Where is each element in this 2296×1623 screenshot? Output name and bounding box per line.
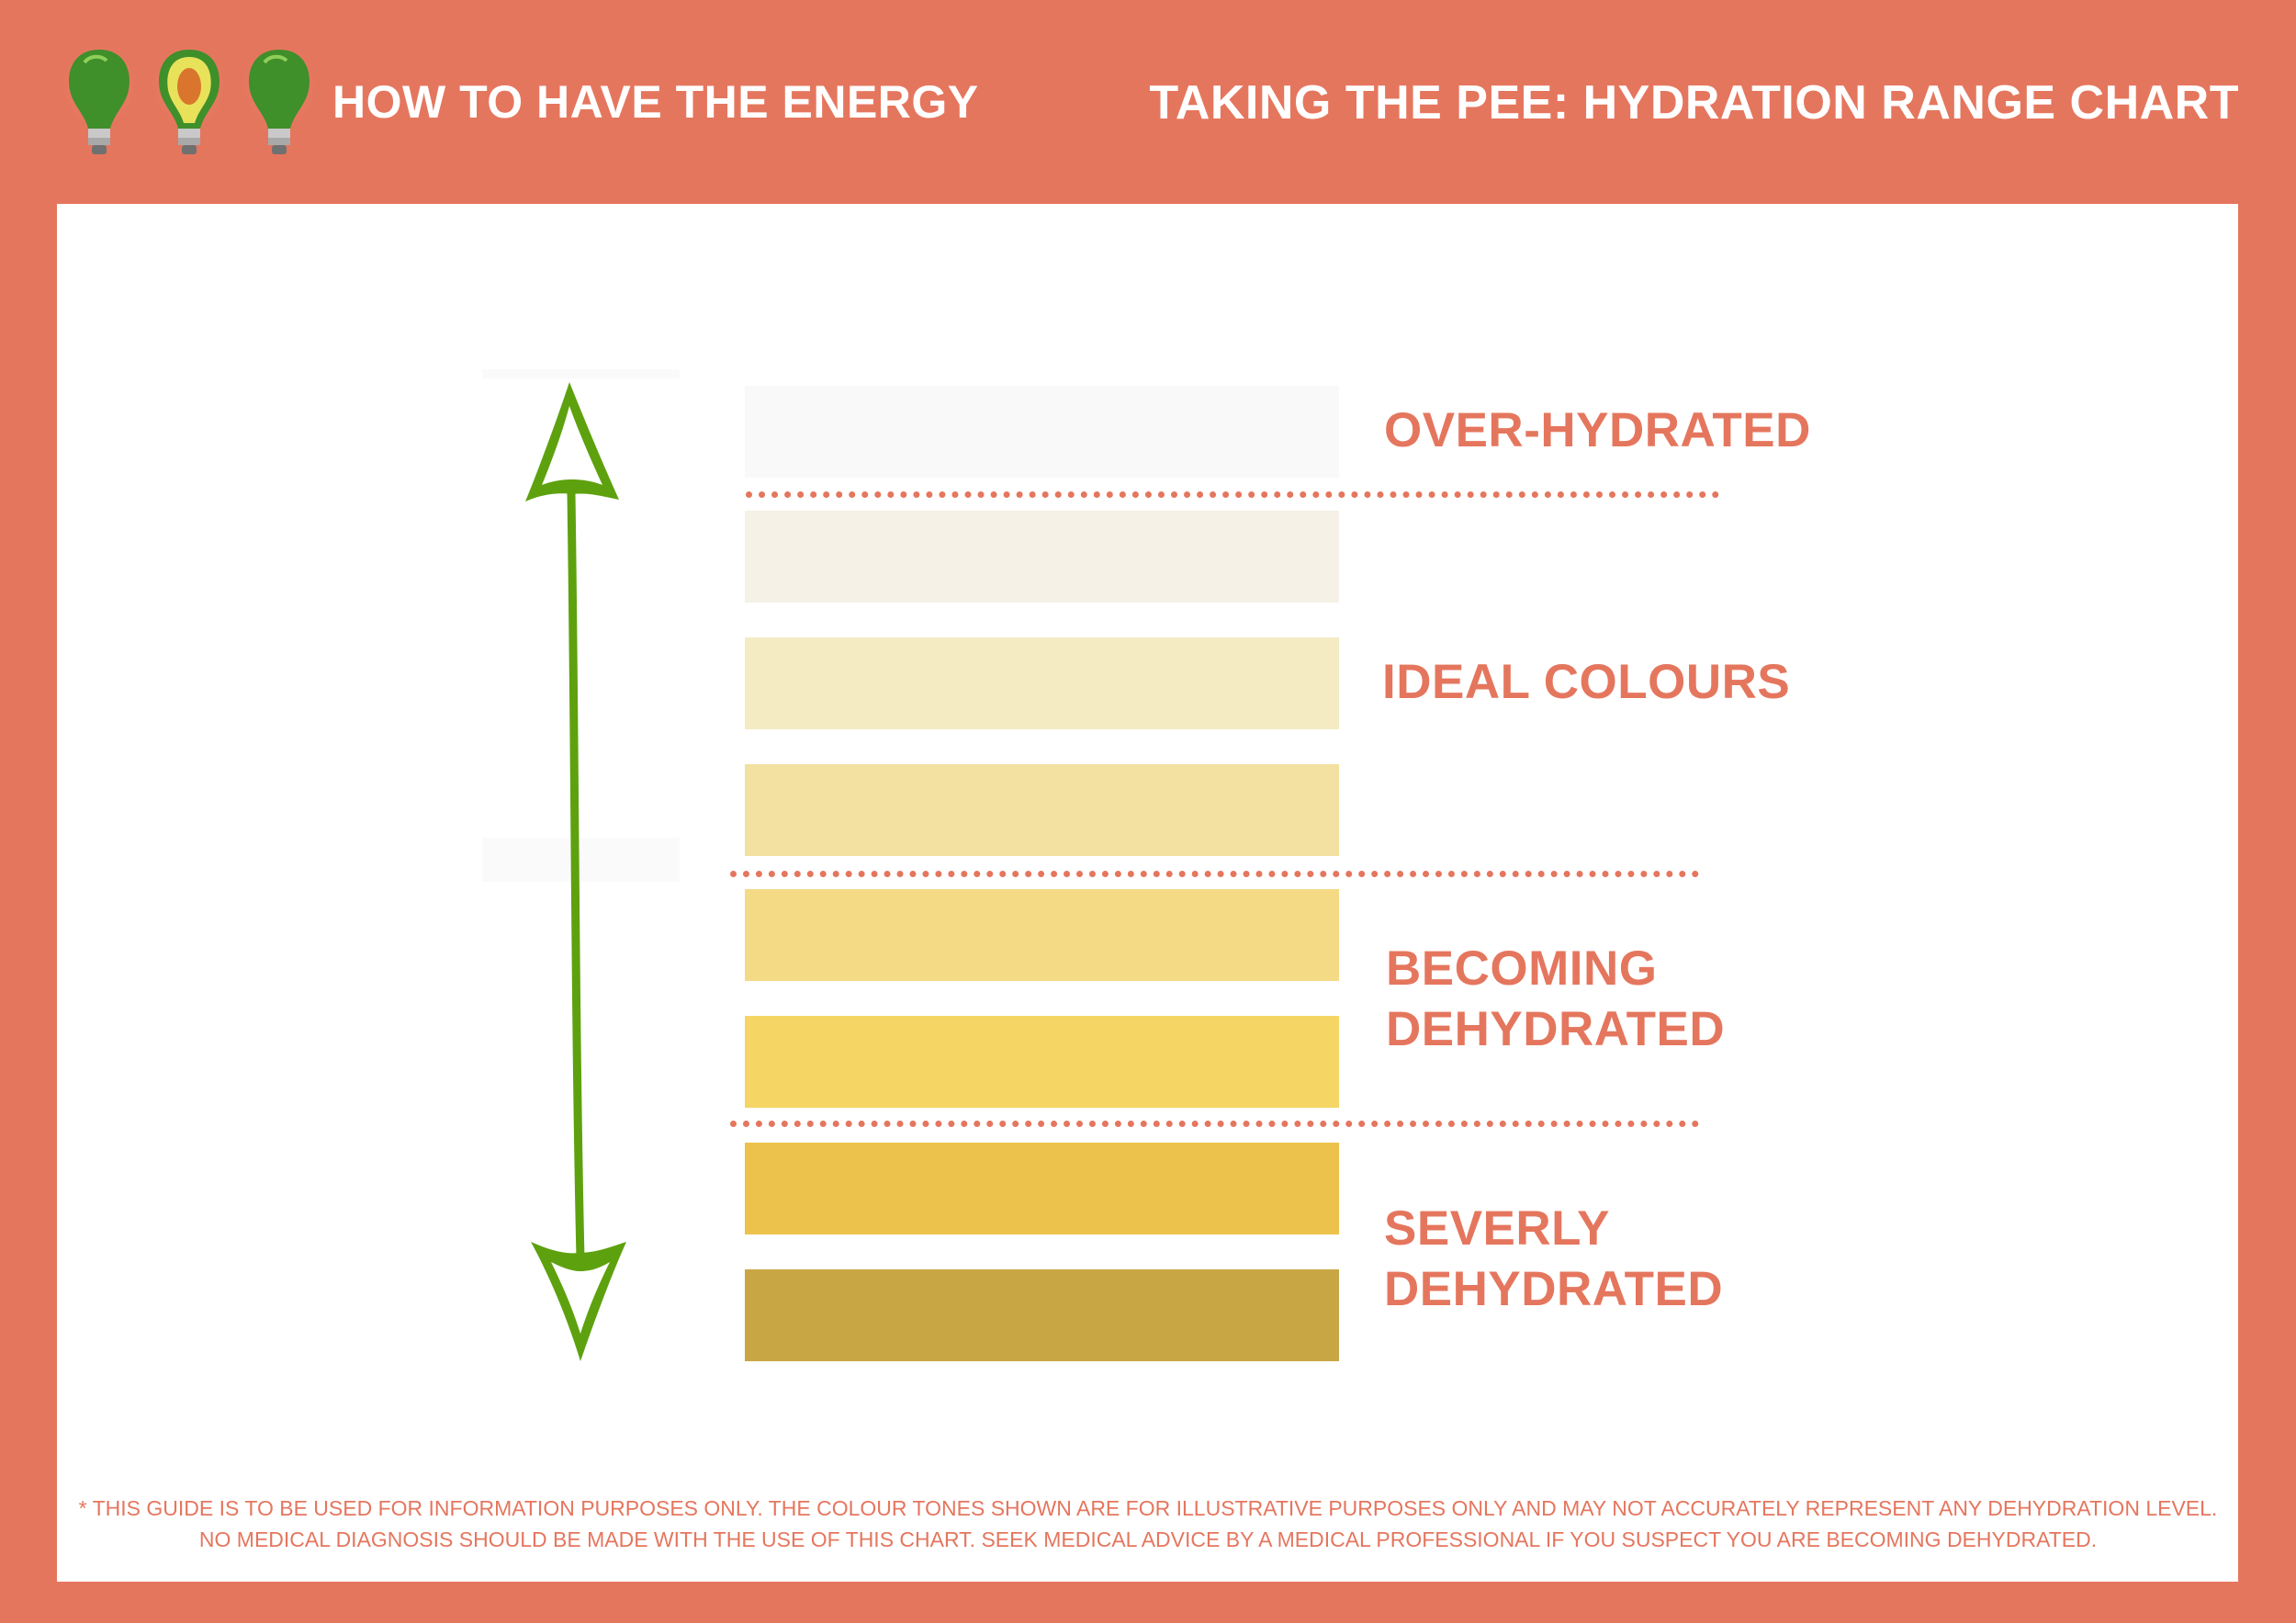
color-swatch xyxy=(745,511,1339,603)
zone-label-line: BECOMING xyxy=(1386,941,1658,996)
bulb-icon xyxy=(242,48,316,154)
zone-label-line: DEHYDRATED xyxy=(1386,1002,1726,1056)
zone-label-line: SEVERLY xyxy=(1384,1201,1611,1256)
zone-label-line: IDEAL COLOURS xyxy=(1382,655,1791,709)
bulb-icon xyxy=(64,48,136,154)
zone-divider xyxy=(730,1121,1699,1127)
disclaimer-line: * THIS GUIDE IS TO BE USED FOR INFORMATI… xyxy=(78,1496,2218,1520)
double-headed-arrow-icon xyxy=(525,382,626,1361)
zone-label-line: DEHYDRATED xyxy=(1384,1262,1724,1316)
color-swatch xyxy=(745,637,1339,729)
zone-label-ideal-colours: IDEAL COLOURS xyxy=(1382,652,1790,713)
avocado-lightbulbs-logo xyxy=(64,48,316,154)
zone-divider xyxy=(730,871,1699,877)
avocado-bulb-icon xyxy=(152,48,226,154)
disclaimer: * THIS GUIDE IS TO BE USED FOR INFORMATI… xyxy=(0,1493,2296,1555)
zone-label-over-hydrated: OVER-HYDRATED xyxy=(1384,400,1811,461)
brand-name: HOW TO HAVE THE ENERGY xyxy=(332,76,979,128)
page-title: TAKING THE PEE: HYDRATION RANGE CHART xyxy=(1149,76,2239,130)
color-swatch xyxy=(745,1143,1339,1234)
zone-divider xyxy=(746,491,1719,498)
faint-mark xyxy=(482,838,680,882)
zone-label-severly-dehydrated: SEVERLY DEHYDRATED xyxy=(1384,1199,1723,1320)
color-swatch xyxy=(745,889,1339,981)
faint-mark xyxy=(482,369,680,378)
zone-label-line: OVER-HYDRATED xyxy=(1384,403,1811,457)
color-swatch xyxy=(745,764,1339,856)
color-swatch xyxy=(745,386,1339,478)
color-swatch xyxy=(745,1269,1339,1361)
color-swatch xyxy=(745,1016,1339,1108)
zone-label-becoming-dehydrated: BECOMING DEHYDRATED xyxy=(1386,939,1725,1060)
disclaimer-line: NO MEDICAL DIAGNOSIS SHOULD BE MADE WITH… xyxy=(198,1527,2098,1551)
header: HOW TO HAVE THE ENERGY TAKING THE PEE: H… xyxy=(0,0,2296,204)
